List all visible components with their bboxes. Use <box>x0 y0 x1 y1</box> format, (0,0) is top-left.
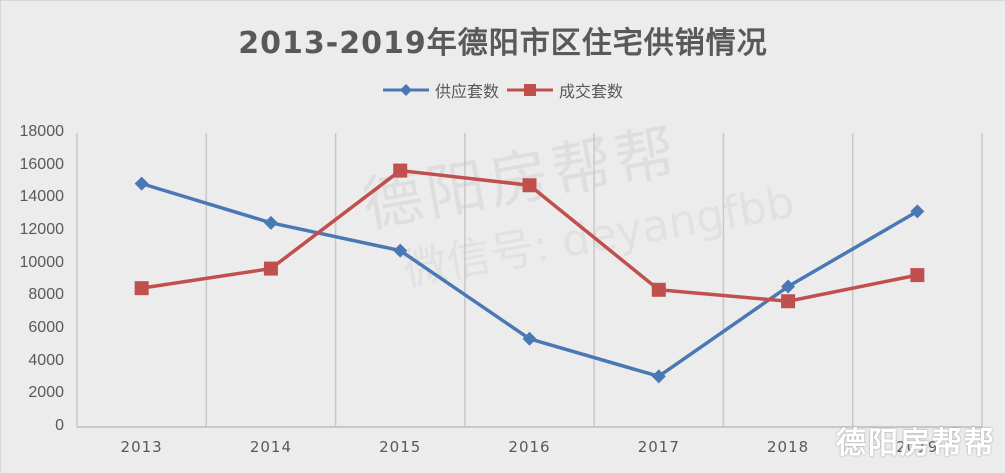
x-tick-label: 2014 <box>249 438 293 456</box>
series-line <box>141 181 919 379</box>
y-tick-label: 16000 <box>19 155 65 173</box>
data-point-diamond <box>651 369 666 384</box>
legend: 供应套数 成交套数 <box>0 78 1006 102</box>
data-point-square <box>910 268 925 283</box>
data-point-square <box>134 281 149 296</box>
x-tick-label: 2018 <box>766 438 810 456</box>
data-point-square <box>522 178 537 193</box>
data-point-square <box>651 282 666 297</box>
legend-item-supply: 供应套数 <box>382 78 499 102</box>
data-point-square <box>263 261 278 276</box>
data-point-square <box>781 294 796 309</box>
legend-label: 成交套数 <box>559 82 624 101</box>
x-tick-label: 2016 <box>508 438 551 456</box>
data-point-diamond <box>522 331 537 346</box>
data-point-diamond <box>134 176 149 191</box>
data-point-diamond <box>910 204 925 219</box>
data-point-square <box>393 163 408 178</box>
x-tick-label: 2015 <box>379 438 422 456</box>
square-marker-icon <box>507 84 553 96</box>
y-tick-label: 2000 <box>28 384 64 402</box>
y-tick-label: 12000 <box>19 221 65 238</box>
y-tick-label: 0 <box>55 417 64 434</box>
chart-title: 2013-2019年德阳市区住宅供销情况 <box>238 26 768 61</box>
data-point-diamond <box>393 243 408 258</box>
y-tick-label: 4000 <box>28 351 64 369</box>
data-point-diamond <box>781 279 796 294</box>
data-point-diamond <box>263 215 278 230</box>
corner-watermark: 德阳房帮帮 <box>836 426 996 461</box>
y-tick-label: 8000 <box>28 286 64 304</box>
diamond-marker-icon <box>382 84 429 96</box>
y-tick-label: 18000 <box>19 123 65 140</box>
y-tick-label: 10000 <box>19 253 65 271</box>
x-tick-label: 2017 <box>637 438 680 456</box>
y-tick-label: 14000 <box>19 188 65 206</box>
y-tick-label: 6000 <box>28 319 64 336</box>
legend-label: 供应套数 <box>434 82 499 101</box>
x-tick-label: 2019 <box>896 438 939 456</box>
x-tick-label: 2013 <box>120 438 163 456</box>
legend-item-sales: 成交套数 <box>507 78 623 102</box>
